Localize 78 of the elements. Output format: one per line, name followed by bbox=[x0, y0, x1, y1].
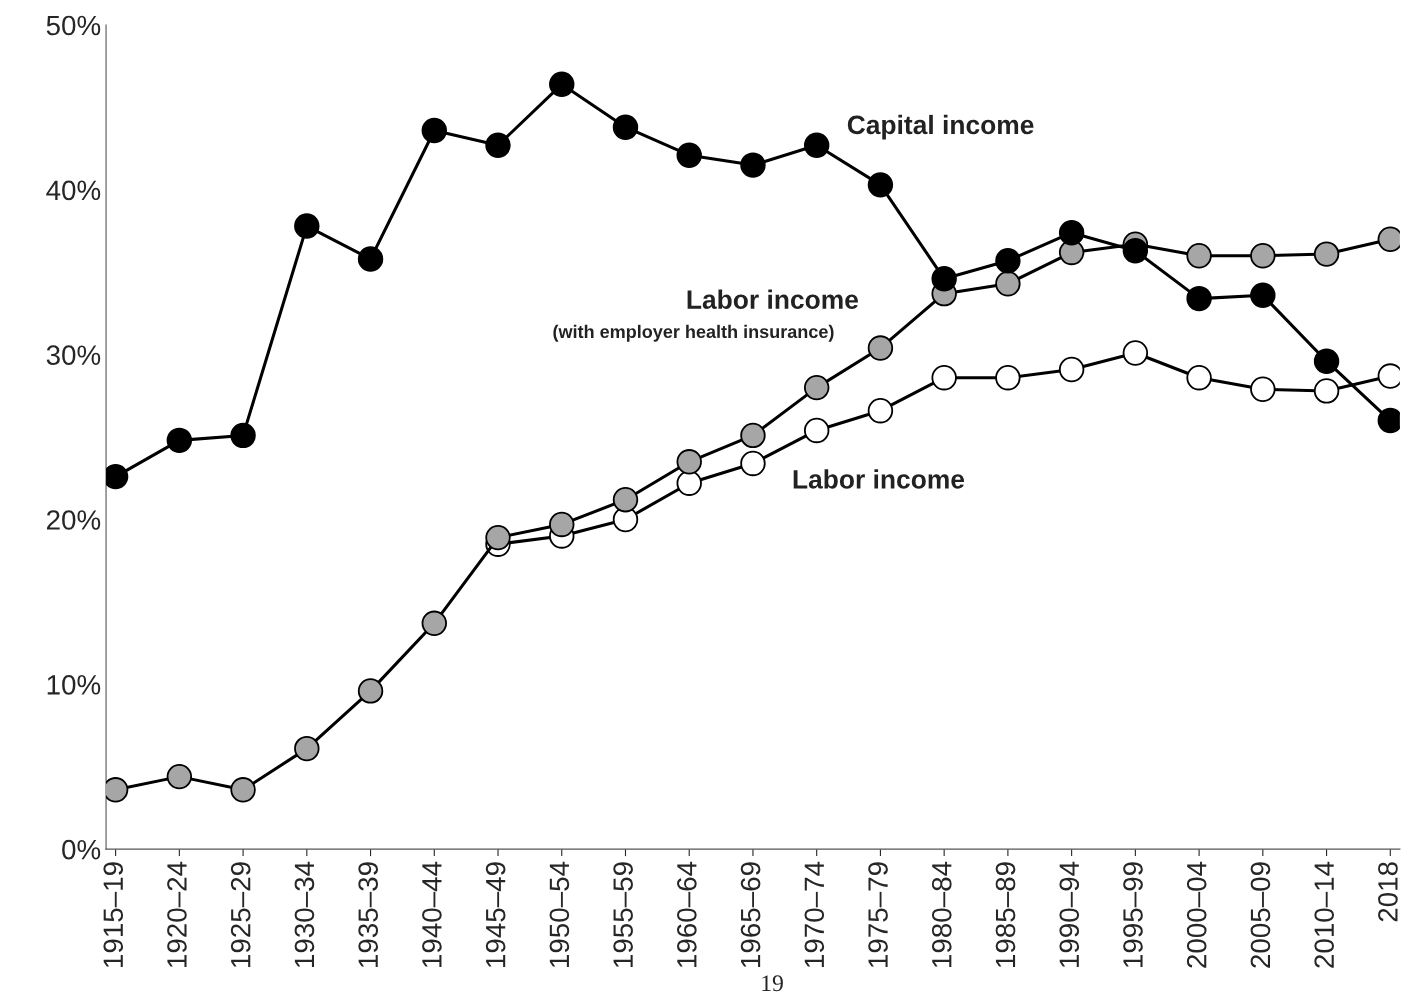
point bbox=[294, 213, 320, 239]
x-tick-label: 1945–49 bbox=[485, 862, 506, 967]
y-tick-label: 50% bbox=[46, 15, 101, 36]
point bbox=[421, 117, 447, 144]
point bbox=[1122, 340, 1149, 366]
x-tick-label: 2010–14 bbox=[1314, 861, 1335, 968]
series-label: Labor income bbox=[687, 289, 858, 309]
point bbox=[1186, 285, 1212, 312]
y-tick-label: 0% bbox=[62, 839, 101, 860]
x-tick-label: 1925–29 bbox=[230, 862, 251, 967]
series-label: Capital income bbox=[847, 114, 1034, 140]
point bbox=[995, 247, 1021, 274]
point bbox=[803, 417, 830, 444]
point bbox=[740, 152, 766, 178]
y-tick-label: 40% bbox=[46, 180, 101, 201]
y-tick-label: 20% bbox=[46, 510, 101, 530]
point bbox=[230, 422, 256, 449]
point bbox=[676, 142, 702, 168]
point bbox=[740, 450, 766, 477]
point bbox=[995, 365, 1021, 391]
point bbox=[549, 71, 575, 98]
series-label: Labor income bbox=[793, 469, 965, 489]
point bbox=[166, 763, 193, 790]
x-tick-label: 1955–59 bbox=[613, 862, 633, 967]
point bbox=[421, 610, 447, 637]
point bbox=[803, 132, 830, 159]
point bbox=[1058, 219, 1085, 246]
x-tick-label: 1940–44 bbox=[422, 861, 442, 967]
point bbox=[803, 374, 830, 401]
point bbox=[612, 114, 639, 140]
point bbox=[676, 449, 702, 475]
point bbox=[1313, 348, 1340, 374]
x-tick-label: 2018 bbox=[1378, 862, 1398, 922]
point bbox=[867, 172, 894, 198]
point bbox=[485, 132, 511, 159]
x-tick-label: 1950–54 bbox=[549, 861, 570, 967]
point bbox=[1250, 282, 1276, 309]
x-tick-label: 1970–74 bbox=[804, 861, 825, 967]
x-tick-label: 1915–19 bbox=[103, 862, 124, 967]
text: 19 bbox=[762, 975, 783, 992]
point bbox=[867, 397, 894, 424]
x-tick-label: 1975–79 bbox=[868, 862, 888, 967]
x-tick-label: 1930–34 bbox=[294, 861, 315, 967]
x-tick-label: 1980–84 bbox=[931, 861, 952, 967]
point bbox=[612, 486, 639, 513]
point bbox=[1186, 243, 1212, 269]
point bbox=[1250, 376, 1276, 402]
point bbox=[1250, 243, 1276, 269]
point bbox=[485, 524, 511, 551]
x-tick-label: 1985–89 bbox=[995, 862, 1016, 967]
point bbox=[166, 427, 193, 454]
point bbox=[1313, 241, 1340, 267]
x-tick-label: 1920–24 bbox=[167, 861, 187, 967]
point bbox=[931, 365, 957, 391]
point bbox=[357, 678, 384, 704]
point bbox=[995, 271, 1021, 297]
x-tick-label: 1995–99 bbox=[1123, 862, 1143, 967]
point bbox=[357, 246, 384, 272]
point bbox=[294, 735, 320, 762]
x-tick-label: 1990–94 bbox=[1059, 861, 1080, 967]
y-tick-label: 10% bbox=[47, 674, 101, 695]
y-tick-label: 30% bbox=[46, 345, 101, 365]
point bbox=[740, 422, 766, 449]
point bbox=[549, 511, 575, 538]
x-tick-label: 2000–04 bbox=[1186, 861, 1207, 968]
point bbox=[1122, 238, 1149, 264]
point bbox=[931, 266, 957, 292]
point bbox=[1058, 356, 1085, 383]
x-tick-label: 1960–64 bbox=[677, 861, 697, 967]
point bbox=[230, 777, 256, 803]
point bbox=[867, 335, 894, 361]
point bbox=[676, 470, 702, 496]
point bbox=[1186, 365, 1212, 391]
point bbox=[1313, 378, 1340, 404]
x-tick-label: 2005–09 bbox=[1250, 862, 1271, 968]
x-tick-label: 1935–39 bbox=[358, 862, 378, 967]
annotation: (with employer health insurance) bbox=[553, 324, 834, 342]
x-tick-label: 1965–69 bbox=[740, 862, 761, 967]
